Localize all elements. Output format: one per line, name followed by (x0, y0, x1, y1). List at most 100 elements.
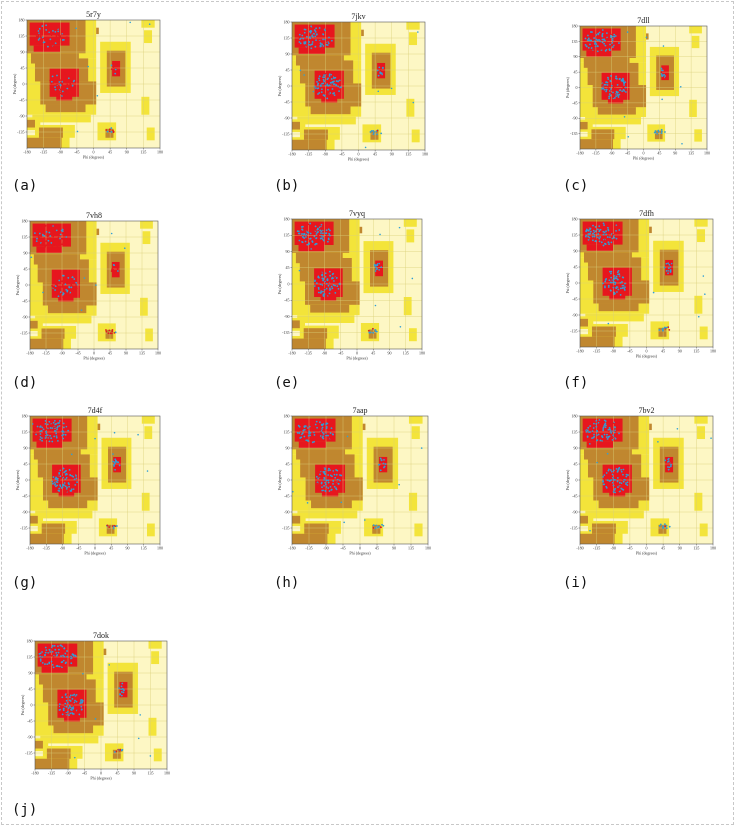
residue-point (589, 529, 591, 532)
residue-point (58, 665, 61, 668)
panel-caption: (c) (563, 178, 589, 194)
residue-point (606, 84, 609, 86)
residue-point (338, 79, 341, 82)
allowed-region (140, 297, 148, 316)
residue-point (327, 88, 329, 91)
residue-point (313, 431, 315, 434)
residue-point (623, 82, 626, 85)
residue-point (49, 427, 52, 429)
residue-point (115, 467, 117, 470)
residue-point (72, 291, 74, 294)
residue-point (55, 488, 58, 491)
residue-point (71, 453, 73, 456)
residue-point (602, 475, 604, 478)
x-tick-label: 45 (661, 349, 665, 354)
residue-point (327, 95, 330, 98)
residue-point (61, 90, 64, 93)
residue-point (619, 281, 622, 284)
residue-point (59, 287, 62, 290)
residue-point (56, 475, 59, 477)
residue-point (609, 430, 612, 432)
residue-point (37, 242, 40, 245)
residue-point (51, 650, 54, 653)
residue-point (613, 426, 616, 428)
residue-point (620, 468, 623, 471)
residue-point (106, 130, 109, 133)
residue-point (60, 229, 63, 232)
residue-point (41, 40, 43, 43)
residue-point (603, 425, 606, 427)
residue-point (53, 244, 55, 246)
residue-point (59, 277, 62, 280)
residue-point (606, 289, 608, 292)
residue-point (329, 274, 332, 277)
residue-point (378, 262, 381, 265)
residue-point (116, 267, 119, 270)
residue-point (317, 288, 320, 290)
allowed-region (694, 295, 703, 314)
residue-point (318, 75, 321, 78)
residue-point (41, 661, 44, 664)
residue-point (121, 749, 123, 752)
residue-point (616, 278, 619, 281)
residue-point (146, 470, 149, 472)
residue-point (603, 83, 606, 86)
favored-region (649, 423, 652, 431)
residue-point (596, 236, 599, 239)
allowed-region (297, 510, 358, 519)
x-axis-label: Phi (degrees) (633, 156, 655, 161)
residue-point (47, 239, 50, 242)
residue-point (373, 263, 376, 266)
residue-point (608, 93, 611, 95)
residue-point (72, 707, 75, 710)
residue-point (327, 469, 330, 472)
y-tick-label: 90 (286, 445, 290, 450)
residue-point (591, 430, 594, 433)
y-tick-label: 135 (27, 654, 33, 659)
residue-point (310, 427, 313, 430)
residue-point (613, 285, 615, 287)
residue-point (70, 480, 73, 483)
residue-point (613, 90, 616, 93)
residue-point (378, 66, 381, 69)
ramachandran-plot: 7vyq-180 -135 -90 -45 0 45 90 135 18018013590450… (277, 209, 425, 361)
residue-point (70, 657, 72, 660)
residue-point (51, 663, 54, 666)
residue-point (316, 482, 319, 485)
residue-point (48, 31, 50, 34)
residue-point (111, 269, 114, 271)
favored-region (45, 104, 86, 113)
residue-point (320, 234, 323, 237)
residue-point (308, 432, 310, 435)
residue-point (122, 691, 125, 694)
residue-point (610, 75, 612, 77)
residue-point (656, 132, 659, 135)
residue-point (593, 235, 596, 238)
residue-point (373, 131, 375, 134)
residue-point (368, 331, 371, 334)
residue-point (52, 482, 54, 485)
residue-point (33, 232, 36, 235)
residue-point (296, 431, 299, 434)
residue-point (624, 86, 627, 89)
residue-point (379, 457, 382, 460)
residue-point (56, 287, 59, 290)
y-axis-label: Psi (degrees) (15, 469, 20, 490)
residue-point (105, 129, 108, 131)
residue-point (298, 33, 301, 36)
residue-point (54, 483, 57, 485)
residue-point (609, 43, 611, 46)
residue-point (149, 755, 152, 757)
residue-point (68, 714, 70, 717)
residue-point (367, 329, 370, 332)
favored-region (311, 500, 352, 509)
residue-point (53, 429, 56, 432)
residue-point (48, 661, 51, 664)
residue-point (607, 228, 610, 231)
residue-point (618, 273, 621, 276)
y-tick-label: -90 (572, 312, 577, 317)
residue-point (56, 654, 59, 656)
residue-point (108, 130, 111, 133)
y-tick-label: 90 (29, 670, 33, 675)
residue-point (301, 422, 304, 424)
